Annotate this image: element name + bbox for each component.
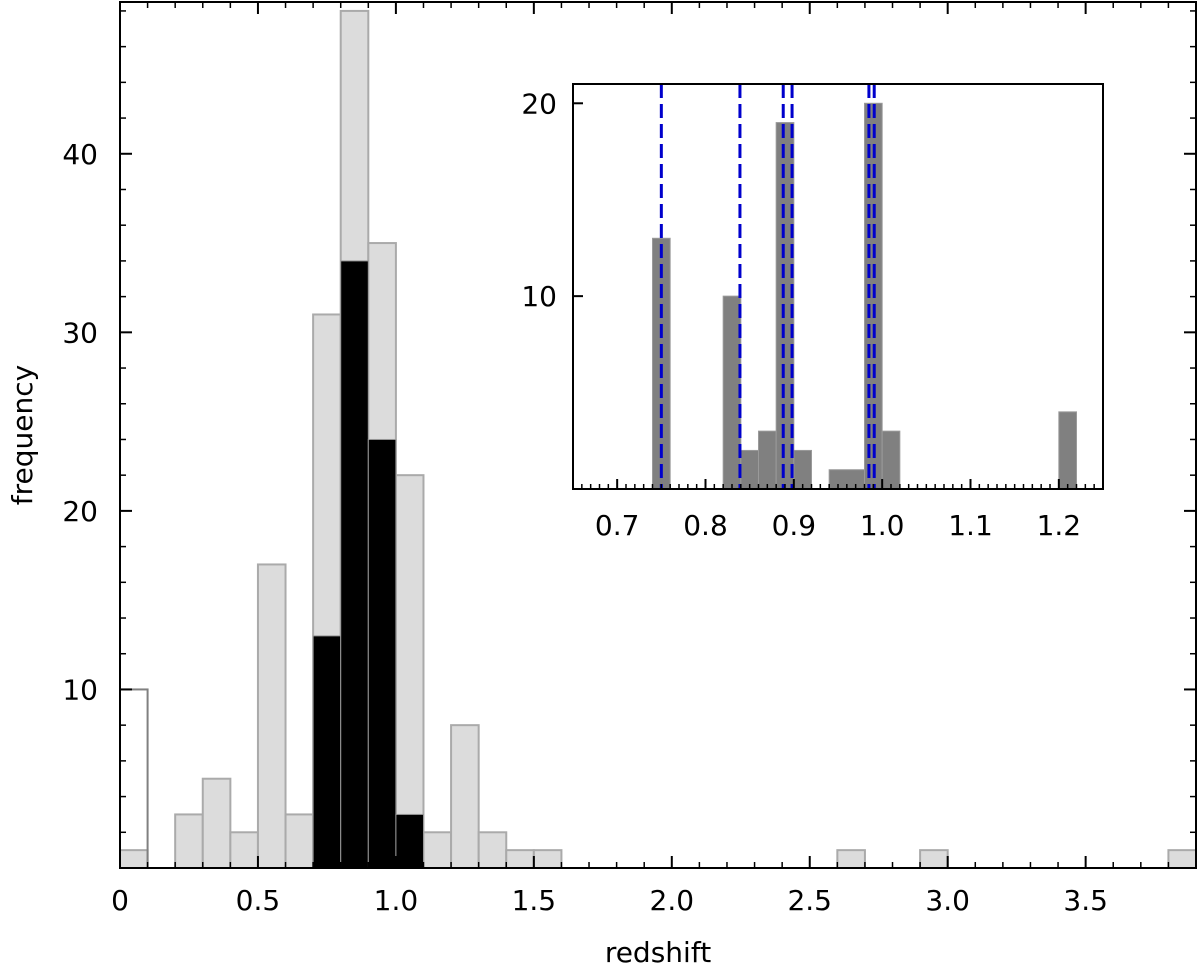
histogram-bar-all [450, 724, 480, 870]
histogram-bar-selected [340, 260, 369, 869]
inset-x-tick-label: 0.8 [683, 509, 728, 542]
histogram-bar-all [505, 849, 535, 870]
histogram-bar-all [836, 849, 866, 870]
inset-histogram-bar [881, 430, 901, 490]
main-plot: 0 0.5 1.0 1.5 2.0 2.5 3.0 3.5 10 20 30 40 redshift… [6, 1, 1198, 968]
histogram-bar-open [119, 688, 149, 869]
histogram-bar-all [284, 813, 315, 869]
histogram-bar-all [532, 849, 563, 870]
x-tick-label: 2.0 [650, 884, 695, 917]
histogram-bar-all [174, 813, 204, 869]
histogram-bar-all [229, 831, 259, 869]
y-axis-label: frequency [6, 365, 39, 505]
main-x-tick-labels: 0 0.5 1.0 1.5 2.0 2.5 3.0 3.5 [111, 884, 1108, 917]
histogram-bar-all [119, 849, 149, 870]
inset-reference-lines [659, 84, 876, 489]
inset-histogram-bar [722, 295, 742, 490]
inset-x-tick-label: 1.2 [1037, 509, 1082, 542]
inset-histogram-bar [1058, 411, 1078, 490]
x-axis-label: redshift [605, 936, 711, 968]
y-tick-label: 20 [62, 495, 98, 528]
x-tick-label: 2.5 [787, 884, 832, 917]
x-tick-label: 1.5 [512, 884, 557, 917]
main-plot-frame [119, 1, 1197, 869]
inset-x-tick-label: 1.0 [860, 509, 905, 542]
histogram-bar-all [201, 777, 232, 870]
main-y-tick-labels: 10 20 30 40 [62, 138, 98, 707]
main-bars [119, 9, 1198, 870]
main-axis-ticks [119, 2, 1197, 868]
histogram-bar-all [919, 849, 949, 870]
inset-y-tick-label: 20 [521, 87, 557, 120]
histogram-bar-all [256, 563, 287, 869]
y-tick-label: 30 [62, 316, 98, 349]
inset-x-tick-label: 1.1 [948, 509, 993, 542]
y-tick-label: 40 [62, 138, 98, 171]
inset-x-tick-labels: 0.7 0.8 0.9 1.0 1.1 1.2 [595, 509, 1081, 542]
inset-histogram-bar [793, 449, 812, 490]
histogram-bar-all [394, 474, 425, 869]
y-tick-label: 10 [62, 673, 98, 706]
histogram-bar-selected [312, 635, 342, 869]
inset-histogram-bar [740, 449, 759, 490]
inset-y-tick-labels: 10 20 [521, 87, 557, 313]
histogram-bar-all [1167, 849, 1198, 870]
x-tick-label: 0.5 [236, 884, 281, 917]
histogram-bar-selected [395, 813, 424, 869]
inset-y-tick-label: 10 [521, 280, 557, 313]
x-tick-label: 1.0 [374, 884, 419, 917]
x-tick-label: 3.5 [1063, 884, 1108, 917]
inset-x-tick-label: 0.9 [772, 509, 817, 542]
inset-axis-ticks [573, 102, 1104, 489]
inset-x-tick-label: 0.7 [595, 509, 640, 542]
histogram-bar-all [422, 831, 453, 869]
inset-plot: 0.7 0.8 0.9 1.0 1.1 1.2 10 20 [521, 83, 1104, 542]
x-tick-label: 3.0 [925, 884, 970, 917]
inset-histogram-bar [758, 430, 777, 490]
histogram-bar-selected [367, 438, 397, 869]
histogram-bar-all [477, 831, 508, 869]
x-tick-label: 0 [111, 884, 129, 917]
